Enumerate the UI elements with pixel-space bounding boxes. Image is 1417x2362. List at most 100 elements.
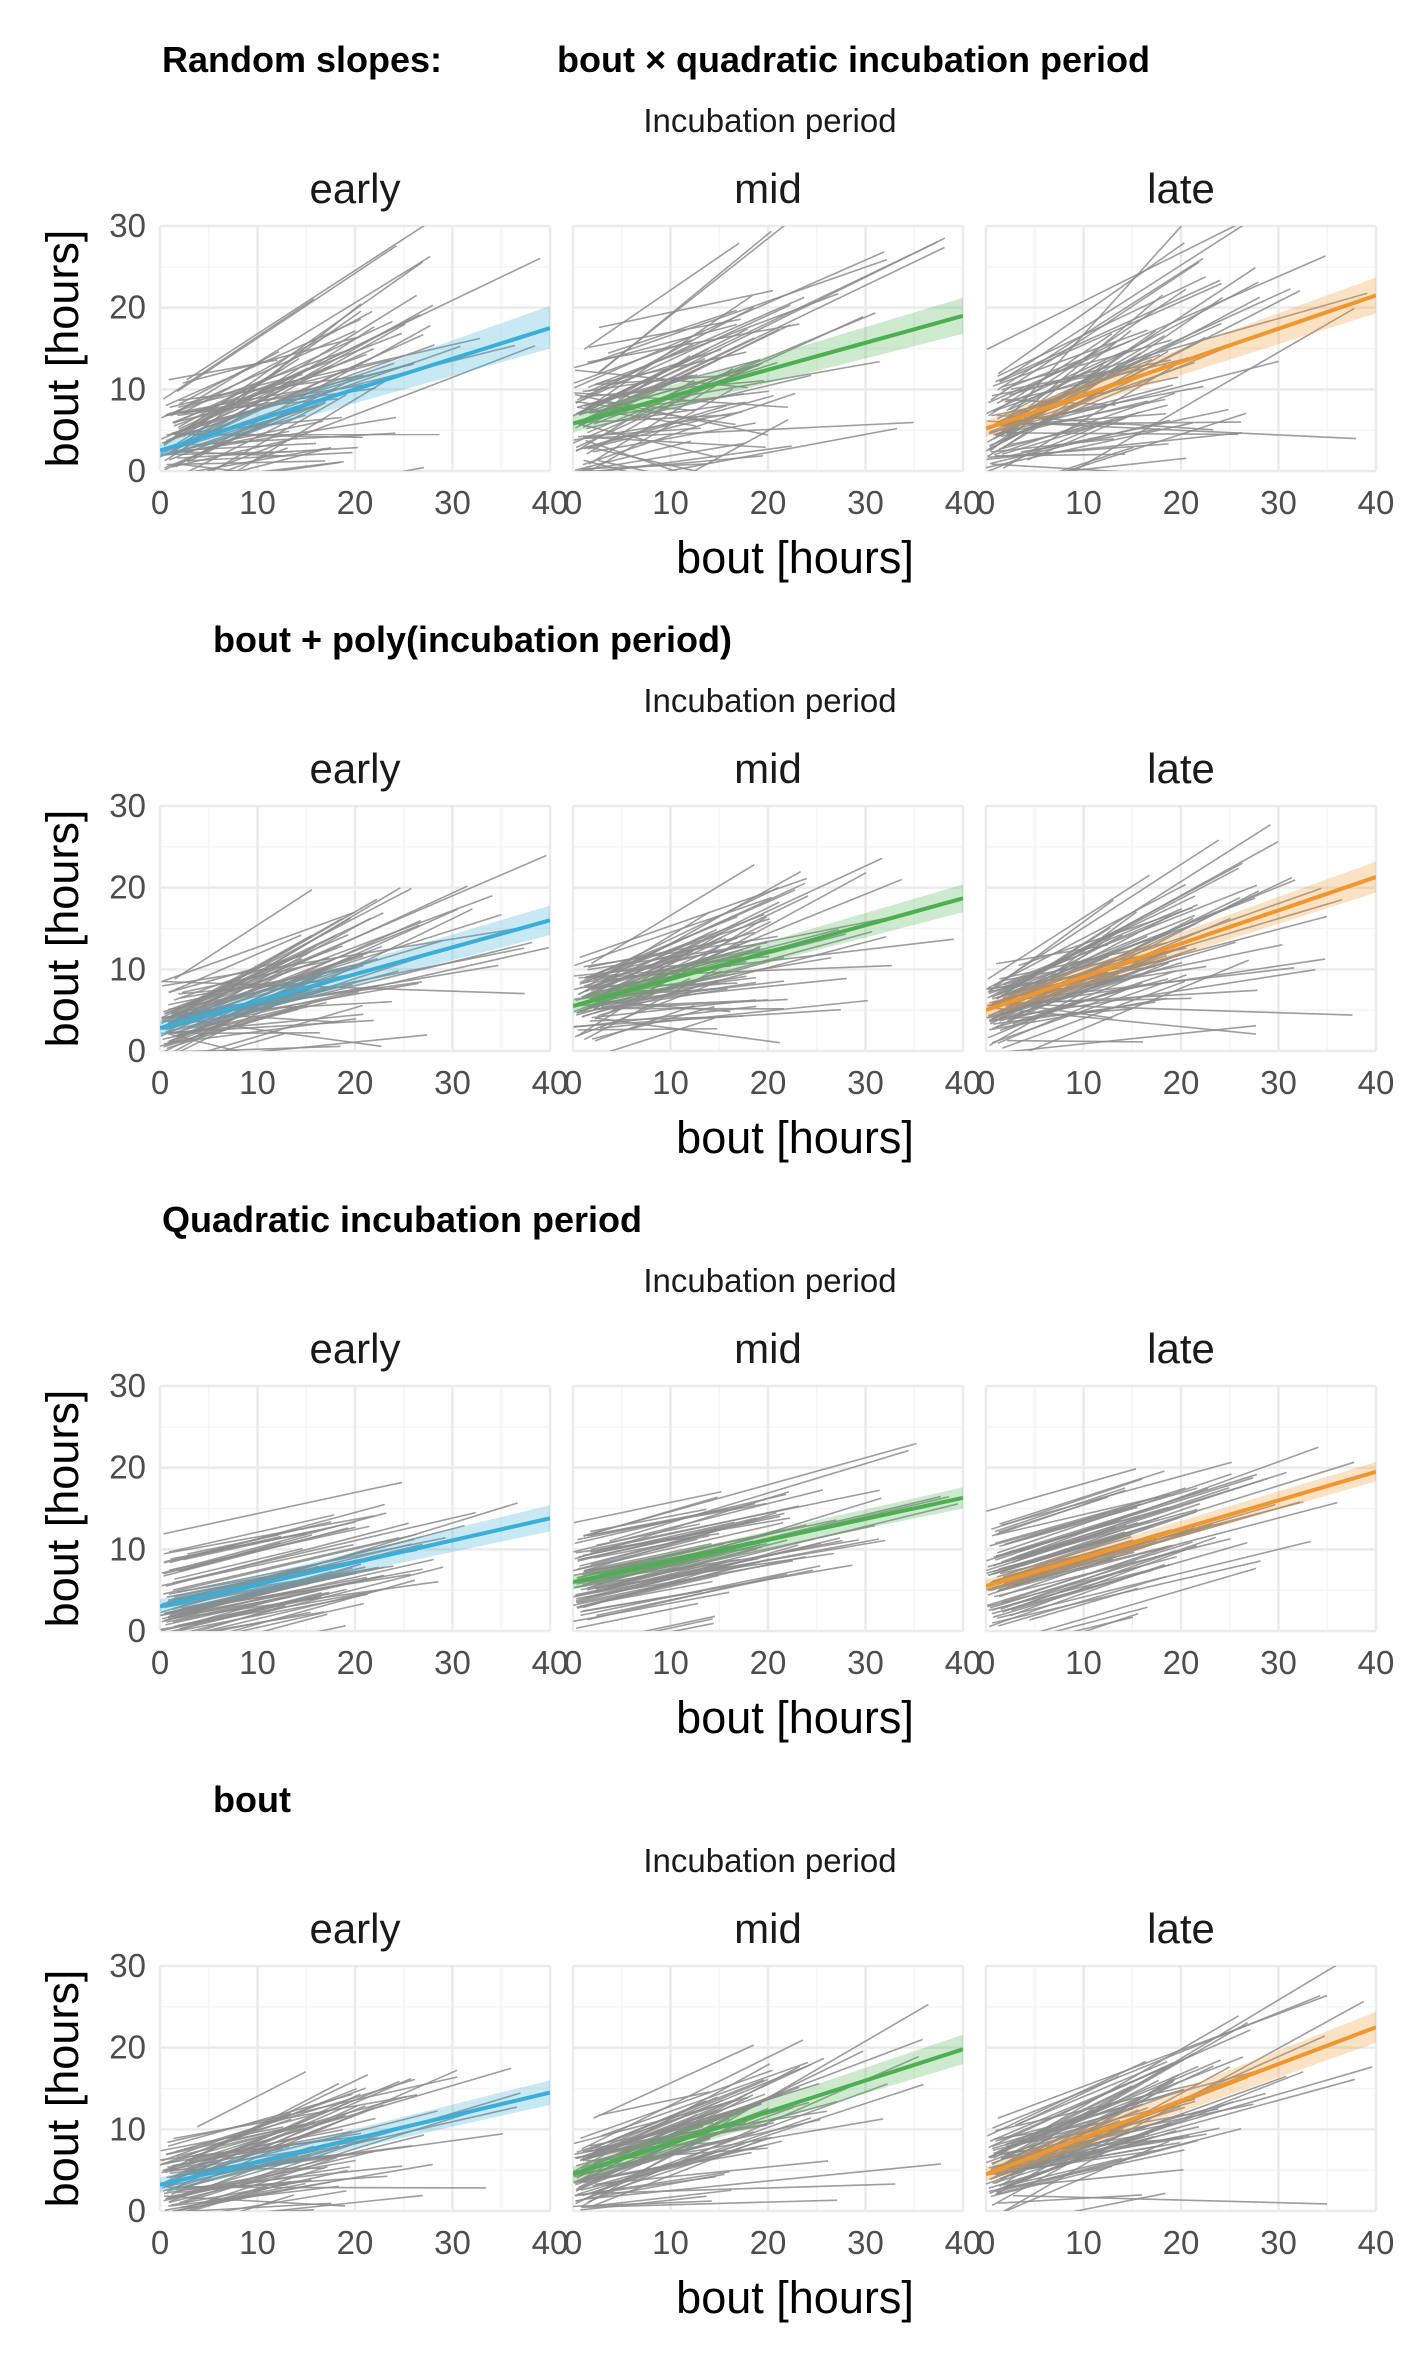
individual-lines bbox=[160, 854, 549, 1051]
gridlines bbox=[571, 1964, 965, 2213]
x-tick-label: 20 bbox=[337, 1064, 374, 1101]
x-tick-label: 10 bbox=[1065, 484, 1102, 521]
x-tick-label: 30 bbox=[847, 484, 884, 521]
x-tick-label: 30 bbox=[1260, 1064, 1297, 1101]
y-tick-label: 30 bbox=[109, 1367, 146, 1404]
x-tick-label: 40 bbox=[532, 1064, 569, 1101]
x-tick-label: 20 bbox=[337, 1644, 374, 1681]
x-tick-labels: 0 10 20 30 40 bbox=[151, 1644, 569, 1681]
x-tick-label: 20 bbox=[337, 484, 374, 521]
x-tick-label: 40 bbox=[945, 1064, 982, 1101]
fit-line-early bbox=[160, 2090, 550, 2187]
facet-label-late: late bbox=[1147, 165, 1215, 212]
individual-lines bbox=[573, 857, 954, 1051]
y-tick-label: 10 bbox=[109, 1530, 146, 1567]
individual-lines bbox=[986, 226, 1368, 471]
x-tick-label: 40 bbox=[1358, 1064, 1395, 1101]
x-tick-label: 10 bbox=[239, 2224, 276, 2261]
x-tick-label: 10 bbox=[239, 1064, 276, 1101]
individual-lines bbox=[986, 1966, 1373, 2211]
facet-label-late: late bbox=[1147, 1905, 1215, 1952]
chart-title: bout + poly(incubation period) bbox=[213, 619, 732, 660]
y-axis-title: bout [hours] bbox=[37, 1390, 88, 1628]
individual-lines bbox=[573, 2003, 942, 2211]
facet-header: Incubation period bbox=[643, 682, 896, 719]
y-tick-label: 10 bbox=[109, 950, 146, 987]
x-tick-labels: 0 10 20 30 40 bbox=[151, 484, 569, 521]
chart-row-2: bout + poly(incubation period) Incubation… bbox=[37, 619, 1394, 1163]
x-tick-label: 40 bbox=[945, 484, 982, 521]
fit-line-late bbox=[986, 1469, 1376, 1589]
chart-title: Random slopes: bbox=[162, 39, 442, 80]
chart-title: bout bbox=[213, 1779, 291, 1820]
facet-panel-early: early 0 10 20 30 40 0 10 20 30 bbox=[109, 745, 568, 1101]
x-tick-labels: 0 10 20 30 40 bbox=[564, 484, 982, 521]
fit-line-late bbox=[986, 2025, 1376, 2177]
confidence-ribbon-early bbox=[160, 2080, 550, 2193]
facet-header: Incubation period bbox=[643, 1842, 896, 1879]
x-tick-label: 20 bbox=[337, 2224, 374, 2261]
facet-panel-mid: mid 0 10 20 30 40 bbox=[564, 1905, 982, 2261]
fit-line-early bbox=[160, 326, 550, 453]
x-tick-label: 40 bbox=[945, 2224, 982, 2261]
y-tick-label: 20 bbox=[109, 289, 146, 326]
y-axis-title: bout [hours] bbox=[37, 810, 88, 1048]
x-tick-label: 30 bbox=[1260, 484, 1297, 521]
individual-lines bbox=[986, 824, 1353, 1051]
fit-line-early bbox=[160, 918, 550, 1031]
y-axis-title: bout [hours] bbox=[37, 230, 88, 468]
x-tick-label: 10 bbox=[652, 2224, 689, 2261]
x-tick-label: 30 bbox=[1260, 1644, 1297, 1681]
x-tick-label: 0 bbox=[564, 2224, 582, 2261]
x-tick-label: 40 bbox=[945, 1644, 982, 1681]
facet-panel-late: late 0 10 20 30 40 bbox=[977, 1325, 1395, 1681]
y-tick-label: 0 bbox=[128, 2192, 146, 2229]
facet-label-early: early bbox=[309, 745, 400, 792]
x-tick-label: 30 bbox=[1260, 2224, 1297, 2261]
x-tick-label: 0 bbox=[977, 1064, 995, 1101]
x-tick-label: 10 bbox=[1065, 1064, 1102, 1101]
x-tick-label: 20 bbox=[750, 1644, 787, 1681]
fit-line-mid bbox=[573, 2047, 963, 2177]
chart-title: Quadratic incubation period bbox=[162, 1199, 642, 1240]
x-axis-title: bout [hours] bbox=[676, 1112, 914, 1163]
y-tick-label: 0 bbox=[128, 1612, 146, 1649]
x-tick-label: 0 bbox=[151, 1644, 169, 1681]
x-tick-labels: 0 10 20 30 40 bbox=[977, 2224, 1395, 2261]
y-tick-label: 30 bbox=[109, 787, 146, 824]
facet-label-early: early bbox=[309, 1905, 400, 1952]
facet-panel-mid: mid 0 10 20 30 40 bbox=[564, 745, 982, 1101]
x-tick-label: 0 bbox=[977, 2224, 995, 2261]
y-tick-label: 30 bbox=[109, 207, 146, 244]
x-tick-label: 40 bbox=[1358, 484, 1395, 521]
x-tick-label: 40 bbox=[1358, 2224, 1395, 2261]
x-tick-label: 40 bbox=[1358, 1644, 1395, 1681]
x-tick-label: 10 bbox=[239, 1644, 276, 1681]
x-tick-labels: 0 10 20 30 40 bbox=[564, 2224, 982, 2261]
facet-panel-mid: mid 0 10 20 30 40 bbox=[564, 165, 982, 521]
confidence-ribbon-mid bbox=[573, 297, 963, 433]
chart-row-4: bout Incubation period bout [hours] bout [h… bbox=[37, 1779, 1394, 2323]
y-tick-label: 0 bbox=[128, 452, 146, 489]
facet-label-mid: mid bbox=[734, 745, 802, 792]
x-tick-label: 30 bbox=[434, 1644, 471, 1681]
chart-row-1: Random slopes: bout × quadratic incubatio… bbox=[37, 39, 1394, 583]
x-tick-label: 20 bbox=[1163, 2224, 1200, 2261]
facet-panel-early: early 0 10 20 30 40 0 10 20 30 bbox=[109, 165, 568, 521]
x-tick-label: 20 bbox=[1163, 484, 1200, 521]
x-tick-label: 10 bbox=[652, 1644, 689, 1681]
y-tick-labels: 0 10 20 30 bbox=[109, 1947, 146, 2229]
y-tick-labels: 0 10 20 30 bbox=[109, 207, 146, 489]
x-tick-label: 0 bbox=[977, 484, 995, 521]
individual-lines bbox=[160, 226, 541, 471]
x-tick-label: 30 bbox=[434, 1064, 471, 1101]
y-tick-label: 0 bbox=[128, 1032, 146, 1069]
x-tick-labels: 0 10 20 30 40 bbox=[564, 1064, 982, 1101]
facet-label-mid: mid bbox=[734, 165, 802, 212]
x-tick-label: 20 bbox=[1163, 1064, 1200, 1101]
x-tick-label: 20 bbox=[750, 484, 787, 521]
x-tick-label: 20 bbox=[750, 2224, 787, 2261]
x-tick-labels: 0 10 20 30 40 bbox=[151, 1064, 569, 1101]
